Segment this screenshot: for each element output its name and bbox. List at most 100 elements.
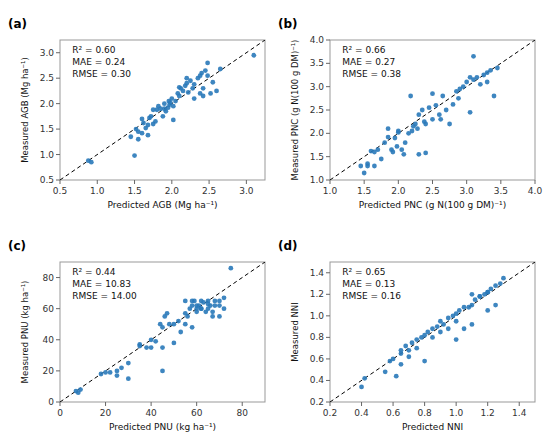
point bbox=[119, 365, 124, 370]
y-tick bbox=[326, 380, 330, 381]
point bbox=[190, 298, 195, 303]
panel-label: (b) bbox=[278, 17, 298, 31]
point bbox=[457, 308, 462, 313]
point bbox=[462, 326, 467, 331]
y-axis-label: Measured PNU (kg ha⁻¹) bbox=[20, 281, 30, 384]
y-tick-label: 40 bbox=[43, 335, 55, 345]
x-tick bbox=[60, 402, 61, 406]
x-tick bbox=[398, 180, 399, 184]
point bbox=[140, 131, 145, 136]
x-tick-label: 0.2 bbox=[323, 408, 337, 418]
point bbox=[423, 151, 428, 156]
point bbox=[167, 322, 172, 327]
point bbox=[126, 361, 131, 366]
y-tick-label: 2.5 bbox=[40, 73, 54, 83]
x-axis-label: Predicted PNC (g N(100 g DM)⁻¹) bbox=[359, 200, 506, 210]
x-tick-label: 80 bbox=[236, 408, 248, 418]
x-tick bbox=[97, 180, 98, 184]
point bbox=[222, 295, 227, 300]
x-tick bbox=[456, 402, 457, 406]
point bbox=[115, 373, 120, 378]
point bbox=[379, 157, 384, 162]
point bbox=[468, 110, 473, 115]
point bbox=[190, 303, 195, 308]
panel: 1.01.52.02.53.03.54.01.01.52.02.53.03.54… bbox=[278, 17, 542, 210]
point bbox=[485, 290, 490, 295]
x-tick-label: 20 bbox=[100, 408, 112, 418]
x-tick bbox=[466, 180, 467, 184]
y-tick bbox=[56, 129, 60, 130]
point bbox=[171, 104, 176, 109]
point bbox=[423, 122, 428, 127]
y-tick bbox=[56, 308, 60, 309]
point bbox=[181, 89, 186, 94]
x-tick-label: 60 bbox=[191, 408, 203, 418]
x-tick bbox=[487, 402, 488, 406]
point bbox=[406, 348, 411, 353]
point bbox=[495, 66, 500, 71]
point bbox=[160, 368, 165, 373]
y-tick-label: 1.4 bbox=[310, 268, 325, 278]
point bbox=[205, 73, 210, 78]
point bbox=[434, 103, 439, 108]
point bbox=[406, 354, 411, 359]
point bbox=[149, 345, 154, 350]
point bbox=[399, 362, 404, 367]
point bbox=[415, 126, 420, 131]
y-tick bbox=[56, 370, 60, 371]
point bbox=[478, 82, 483, 87]
x-tick bbox=[535, 180, 536, 184]
point bbox=[414, 337, 419, 342]
point bbox=[177, 94, 182, 99]
point bbox=[456, 96, 461, 101]
plot-frame bbox=[60, 262, 265, 402]
y-tick bbox=[326, 358, 330, 359]
point bbox=[408, 94, 413, 99]
point bbox=[194, 309, 199, 314]
x-tick bbox=[209, 180, 210, 184]
point bbox=[477, 294, 482, 299]
x-tick bbox=[393, 402, 394, 406]
point bbox=[399, 348, 404, 353]
panel-label: (d) bbox=[278, 239, 298, 253]
y-tick bbox=[326, 40, 330, 41]
identity-line bbox=[60, 40, 265, 180]
x-tick bbox=[432, 180, 433, 184]
point bbox=[416, 152, 421, 157]
x-tick-label: 2.0 bbox=[165, 186, 180, 196]
point bbox=[454, 319, 459, 324]
point bbox=[208, 91, 213, 96]
plot-area bbox=[60, 40, 265, 180]
point bbox=[115, 368, 120, 373]
point bbox=[435, 324, 440, 329]
y-tick-label: 20 bbox=[43, 366, 55, 376]
x-tick-label: 2.5 bbox=[425, 186, 439, 196]
point bbox=[201, 94, 206, 99]
point bbox=[178, 330, 183, 335]
x-tick-label: 40 bbox=[145, 408, 157, 418]
point bbox=[146, 123, 151, 128]
point bbox=[144, 345, 149, 350]
x-tick bbox=[361, 402, 362, 406]
point bbox=[430, 326, 435, 331]
point bbox=[365, 164, 370, 169]
point bbox=[212, 298, 217, 303]
point bbox=[194, 303, 199, 308]
point bbox=[440, 94, 445, 99]
point bbox=[362, 376, 367, 381]
point bbox=[210, 80, 215, 85]
point bbox=[471, 54, 476, 59]
plot-area bbox=[330, 262, 535, 402]
point bbox=[171, 118, 176, 123]
point bbox=[218, 67, 223, 72]
panel: 020406080020406080Predicted PNU (kg ha⁻¹… bbox=[8, 239, 265, 432]
x-tick-label: 0.8 bbox=[417, 408, 432, 418]
point bbox=[362, 171, 367, 176]
annotation: RMSE = 0.16 bbox=[342, 291, 401, 301]
point bbox=[446, 316, 451, 321]
point bbox=[420, 108, 425, 113]
point bbox=[464, 80, 469, 85]
annotation: R² = 0.65 bbox=[342, 267, 385, 277]
y-tick-label: 0.4 bbox=[310, 375, 325, 385]
y-tick bbox=[56, 277, 60, 278]
